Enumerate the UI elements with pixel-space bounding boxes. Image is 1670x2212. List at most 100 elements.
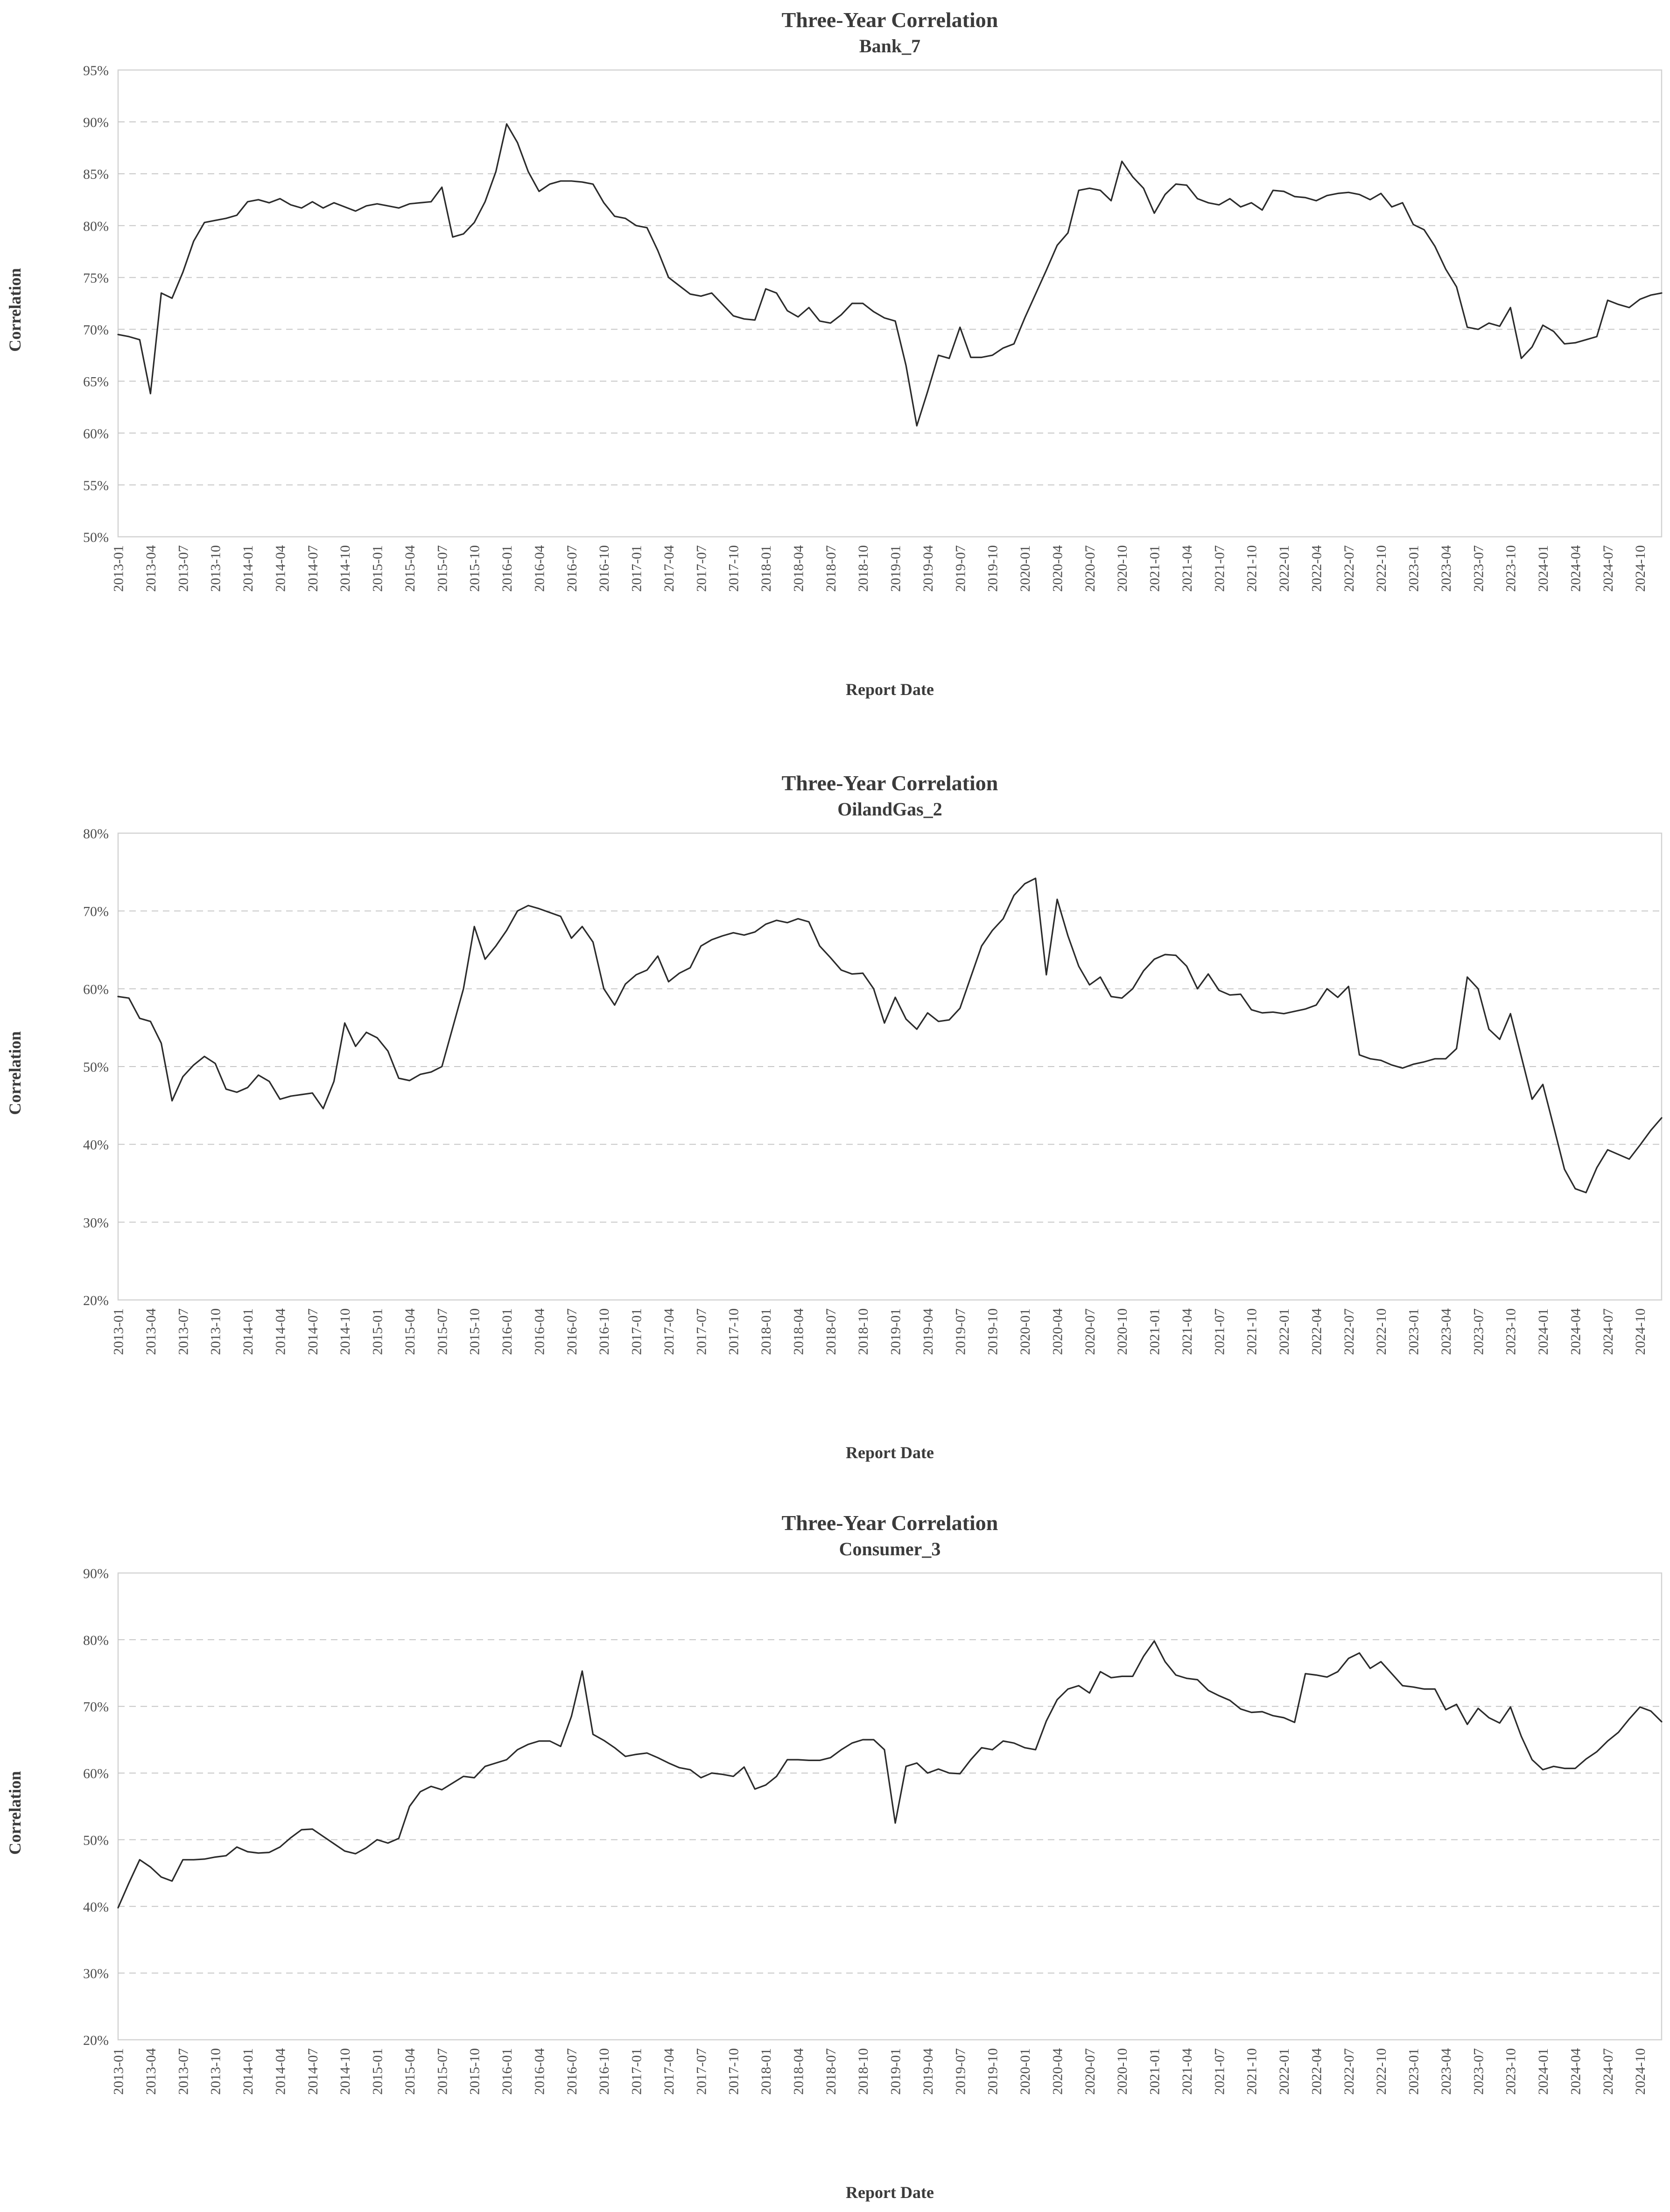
x-tick-label: 2020-04 <box>1050 2048 1065 2095</box>
y-tick-label: 20% <box>83 1293 109 1308</box>
y-tick-label: 50% <box>83 1060 109 1075</box>
x-tick-label: 2014-04 <box>273 2048 288 2095</box>
x-tick-label: 2019-07 <box>953 2048 968 2095</box>
x-tick-label: 2018-07 <box>823 1308 839 1355</box>
x-tick-label: 2014-07 <box>305 2048 321 2095</box>
chart-title: Three-Year Correlation <box>781 1511 998 1535</box>
x-tick-label: 2022-07 <box>1341 2048 1357 2095</box>
x-tick-label: 2015-04 <box>402 2048 418 2095</box>
line-chart-consumer3: 90% 80% 70% 60% 50% 40% 30% 20%2013-01 2013-04 20… <box>83 1566 1663 2095</box>
x-tick-label: 2022-10 <box>1374 545 1389 592</box>
x-tick-label: 2022-10 <box>1374 1308 1389 1355</box>
x-tick-label: 2017-07 <box>694 1308 709 1355</box>
x-tick-label: 2022-04 <box>1309 545 1324 592</box>
x-tick-label: 2024-01 <box>1536 2048 1551 2095</box>
x-tick-label: 2021-07 <box>1212 545 1227 592</box>
x-tick-label: 2020-10 <box>1115 2048 1130 2095</box>
x-axis-title: Report Date <box>846 2183 934 2202</box>
x-tick-label: 2022-01 <box>1277 2048 1292 2095</box>
x-tick-label: 2023-04 <box>1438 545 1454 592</box>
x-tick-label: 2020-07 <box>1082 1308 1098 1355</box>
x-tick-label: 2021-10 <box>1244 2048 1260 2095</box>
y-tick-label: 60% <box>83 426 109 442</box>
x-tick-label: 2020-07 <box>1082 545 1098 592</box>
chart-subtitle: Bank_7 <box>859 35 921 56</box>
x-tick-label: 2014-10 <box>337 2048 353 2095</box>
x-tick-label: 2023-10 <box>1503 2048 1519 2095</box>
x-tick-label: 2014-07 <box>305 1308 321 1355</box>
x-tick-label: 2021-01 <box>1147 545 1163 592</box>
x-tick-label: 2021-10 <box>1244 1308 1260 1355</box>
x-tick-label: 2018-01 <box>758 545 774 592</box>
x-tick-label: 2021-07 <box>1212 2048 1227 2095</box>
x-tick-label: 2017-07 <box>694 545 709 592</box>
x-tick-label: 2020-04 <box>1050 1308 1065 1355</box>
x-tick-label: 2023-01 <box>1406 545 1422 592</box>
x-tick-label: 2016-10 <box>596 2048 612 2095</box>
x-tick-label: 2014-01 <box>240 1308 256 1355</box>
x-tick-label: 2015-01 <box>370 2048 386 2095</box>
x-tick-label: 2023-01 <box>1406 1308 1422 1355</box>
x-tick-label: 2022-04 <box>1309 1308 1324 1355</box>
y-tick-label: 70% <box>83 323 109 338</box>
x-tick-label: 2014-04 <box>273 1308 288 1355</box>
x-tick-label: 2024-01 <box>1536 545 1551 592</box>
chart-canvas-consumer3: Correlation 90% 80% 70% 60% 50% 40% 30% 20% 2013… <box>0 1566 1670 2180</box>
y-tick-label: 90% <box>83 1566 109 1581</box>
x-tick-label: 2017-01 <box>629 545 645 592</box>
x-tick-label: 2019-04 <box>920 545 936 592</box>
x-tick-label: 2019-01 <box>888 545 904 592</box>
x-tick-label: 2018-07 <box>823 2048 839 2095</box>
x-tick-label: 2016-04 <box>532 1308 547 1355</box>
x-tick-label: 2021-07 <box>1212 1308 1227 1355</box>
chart-subtitle: OilandGas_2 <box>837 799 942 820</box>
plot-border <box>117 69 1663 538</box>
chart-title: Three-Year Correlation <box>781 771 998 795</box>
x-tick-label: 2021-01 <box>1147 2048 1163 2095</box>
correlation-series-line <box>117 123 1663 427</box>
x-tick-label: 2017-10 <box>726 545 742 592</box>
x-tick-label: 2023-07 <box>1471 2048 1486 2095</box>
x-tick-label: 2014-07 <box>305 545 321 592</box>
x-tick-label: 2017-04 <box>661 1308 677 1355</box>
x-tick-label: 2019-04 <box>920 2048 936 2095</box>
y-tick-label: 95% <box>83 63 109 78</box>
x-tick-label: 2015-01 <box>370 545 386 592</box>
x-tick-label: 2024-10 <box>1633 545 1648 592</box>
x-tick-label: 2024-10 <box>1633 2048 1648 2095</box>
x-tick-label: 2015-04 <box>402 545 418 592</box>
chart-canvas-oilandgas2: Correlation 80% 70% 60% 50% 40% 30% 20% 2013-01… <box>0 827 1670 1440</box>
x-tick-label: 2014-01 <box>240 2048 256 2095</box>
x-tick-label: 2018-04 <box>791 545 806 592</box>
x-tick-label: 2023-01 <box>1406 2048 1422 2095</box>
chart-block-oilandgas2: Three-Year Correlation OilandGas_2 Corre… <box>0 701 1670 1464</box>
x-tick-label: 2016-04 <box>532 545 547 592</box>
x-tick-label: 2016-01 <box>499 2048 515 2095</box>
y-tick-label: 40% <box>83 1138 109 1153</box>
x-tick-label: 2024-04 <box>1568 545 1583 592</box>
x-tick-label: 2018-07 <box>823 545 839 592</box>
y-axis-title: Correlation <box>6 1771 24 1855</box>
plot-border <box>117 1572 1663 2041</box>
x-tick-label: 2023-07 <box>1471 545 1486 592</box>
x-tick-label: 2015-10 <box>467 2048 483 2095</box>
x-tick-label: 2013-01 <box>111 1308 126 1355</box>
x-tick-label: 2024-04 <box>1568 2048 1583 2095</box>
chart-subtitle: Consumer_3 <box>839 1538 941 1559</box>
y-tick-label: 65% <box>83 374 109 390</box>
y-tick-label: 80% <box>83 1633 109 1648</box>
x-tick-label: 2024-01 <box>1536 1308 1551 1355</box>
chart-block-bank7: Three-Year Correlation Bank_7 Correlatio… <box>0 0 1670 701</box>
correlation-series-line <box>117 878 1663 1194</box>
y-tick-label: 30% <box>83 1966 109 1981</box>
x-tick-label: 2013-07 <box>175 2048 191 2095</box>
x-tick-label: 2017-01 <box>629 1308 645 1355</box>
x-tick-label: 2015-04 <box>402 1308 418 1355</box>
x-tick-label: 2018-10 <box>856 1308 871 1355</box>
x-tick-label: 2021-01 <box>1147 1308 1163 1355</box>
x-tick-label: 2013-07 <box>175 1308 191 1355</box>
x-tick-label: 2017-01 <box>629 2048 645 2095</box>
x-tick-label: 2016-01 <box>499 545 515 592</box>
x-tick-label: 2015-07 <box>435 1308 450 1355</box>
